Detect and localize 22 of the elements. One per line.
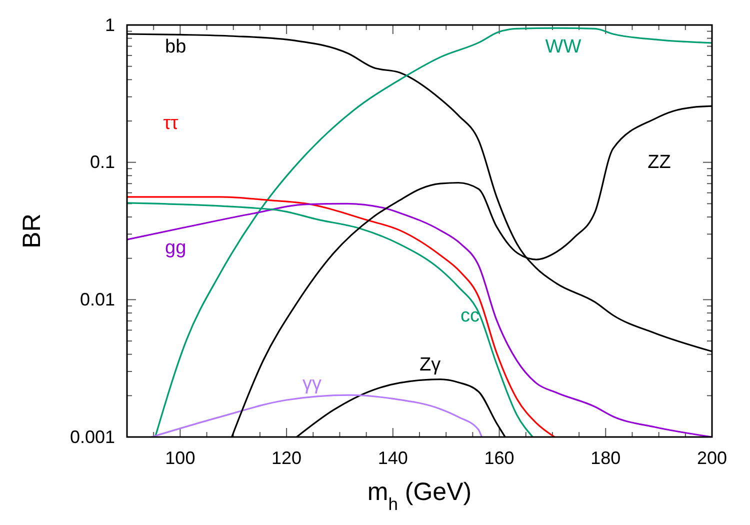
- series-label: cc: [460, 305, 480, 326]
- y-tick-label: 0.1: [90, 152, 115, 172]
- series-label: gg: [165, 238, 186, 259]
- x-tick-label: 100: [165, 448, 196, 468]
- line-series: [127, 202, 712, 437]
- x-tick-label: 140: [378, 448, 408, 468]
- y-tick-label: 0.001: [70, 426, 115, 447]
- x-axis-title: m$_{h}$ (GeV): [367, 478, 472, 514]
- series-label: bb: [165, 36, 186, 58]
- x-tick-label: 160: [484, 448, 514, 468]
- x-tick-label: 200: [696, 448, 728, 468]
- series-label: WW: [545, 36, 582, 58]
- y-tick-label: 1: [104, 14, 115, 35]
- series-label: ZZ: [648, 152, 672, 174]
- series-label: Zγ: [420, 354, 442, 376]
- y-tick-label: 0.01: [80, 289, 115, 310]
- series-label: γγ: [302, 374, 322, 395]
- x-tick-label: 120: [272, 448, 302, 468]
- line-series: [150, 394, 483, 437]
- x-tick-label: 180: [590, 448, 621, 468]
- y-axis-title: BR: [18, 214, 46, 248]
- text: ττ: [163, 112, 179, 134]
